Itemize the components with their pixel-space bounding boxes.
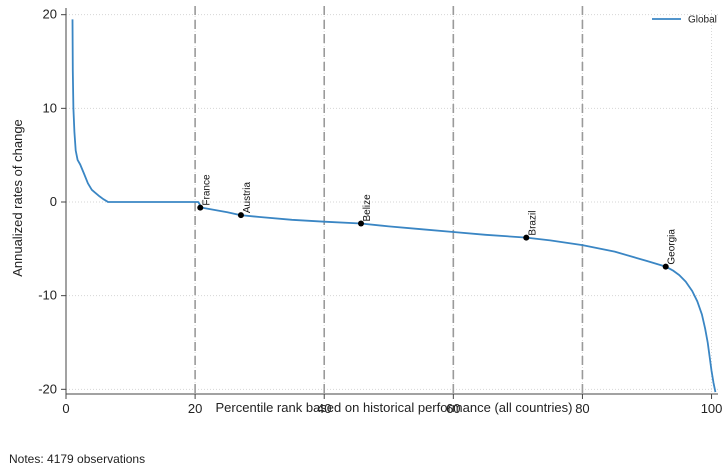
annotation-point: [523, 234, 530, 241]
annotation-point: [197, 204, 204, 211]
reference-lines: [194, 6, 584, 394]
series-line-global: [71, 19, 717, 393]
annotation-label: France: [201, 174, 212, 206]
y-tick-label: 10: [43, 100, 57, 115]
x-tick-label: 60: [446, 401, 460, 416]
x-tick-label: 100: [701, 401, 722, 416]
annotations: France Austria Belize Brazil Georgia: [197, 174, 678, 270]
y-tick-label: -10: [38, 288, 57, 303]
annotation-label: Austria: [242, 182, 253, 214]
notes-text: Notes: 4179 observations: [9, 452, 146, 466]
series-layer: [71, 19, 717, 393]
annotation-label: Brazil: [527, 211, 538, 236]
annotation-point: [662, 263, 669, 270]
legend-label: Global: [688, 15, 717, 26]
annotation-label: Belize: [362, 194, 373, 222]
annotation-point: [358, 220, 365, 227]
annotation-point: [237, 212, 244, 219]
legend: Global: [652, 15, 717, 26]
x-axis-title: Percentile rank based on historical perf…: [216, 400, 573, 415]
x-tick-label: 0: [62, 401, 69, 416]
y-tick-label: -20: [38, 381, 57, 396]
x-tick-label: 20: [188, 401, 202, 416]
x-tick-label: 80: [575, 401, 589, 416]
y-tick-label: 0: [50, 194, 57, 209]
annotation-label: Georgia: [667, 229, 678, 265]
x-tick-label: 40: [317, 401, 331, 416]
y-axis-title: Annualized rates of change: [10, 119, 25, 277]
y-tick-label: 20: [43, 7, 57, 22]
